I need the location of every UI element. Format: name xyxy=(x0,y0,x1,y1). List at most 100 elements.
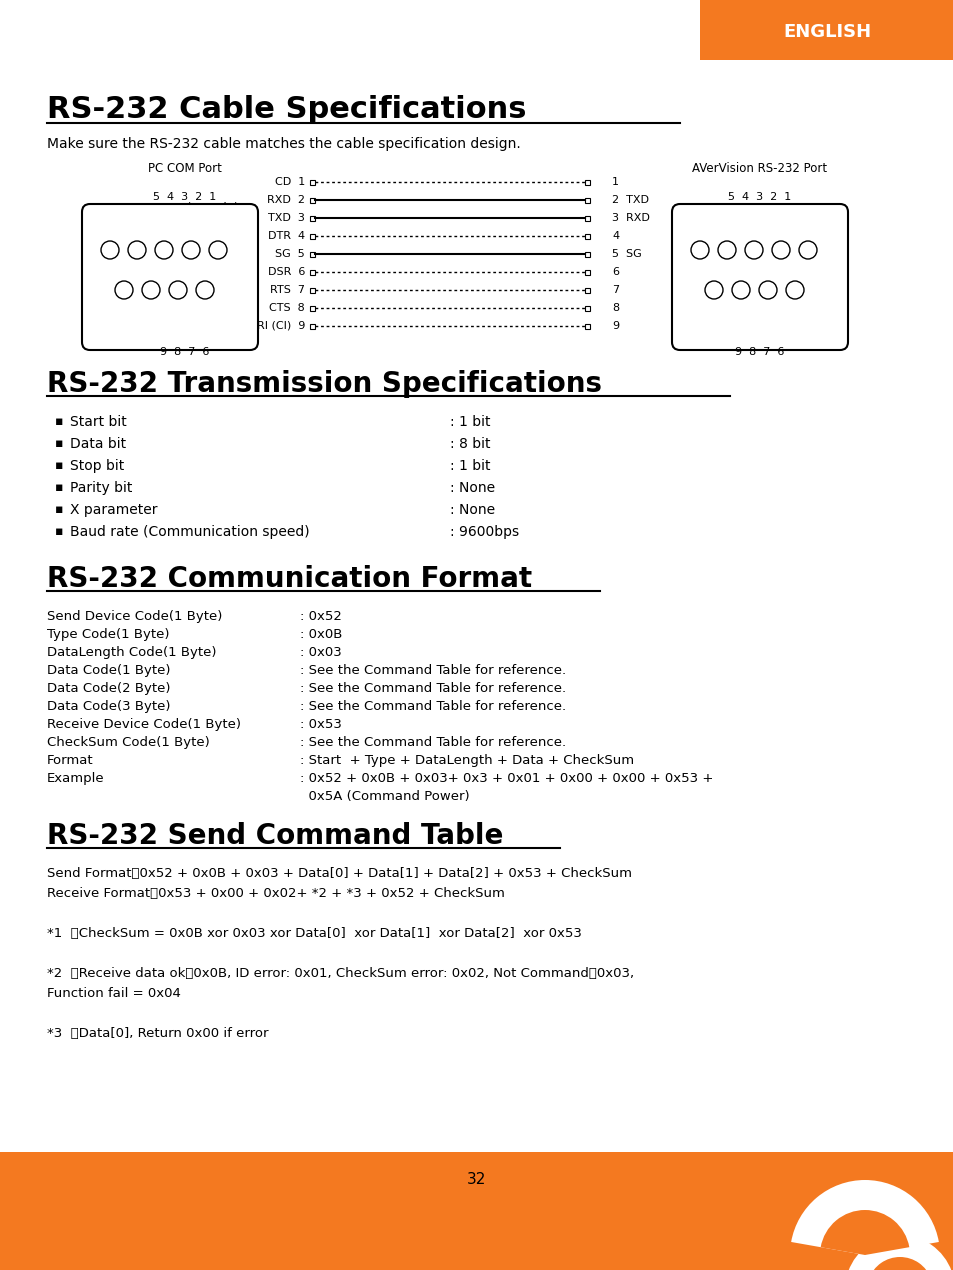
Text: SG  5: SG 5 xyxy=(275,249,305,259)
Text: RTS  7: RTS 7 xyxy=(270,284,305,295)
Text: : 0x03: : 0x03 xyxy=(299,646,341,659)
Text: : 0x0B: : 0x0B xyxy=(299,627,342,641)
Text: DTR  4: DTR 4 xyxy=(268,231,305,241)
Text: DataLength Code(1 Byte): DataLength Code(1 Byte) xyxy=(47,646,216,659)
Text: RS-232 Communication Format: RS-232 Communication Format xyxy=(47,565,532,593)
Text: Data Code(1 Byte): Data Code(1 Byte) xyxy=(47,664,171,677)
Bar xyxy=(584,287,589,292)
Text: ▪: ▪ xyxy=(55,415,64,428)
FancyBboxPatch shape xyxy=(82,204,257,351)
Text: : 1 bit: : 1 bit xyxy=(450,415,490,429)
Text: : See the Command Table for reference.: : See the Command Table for reference. xyxy=(299,664,565,677)
Text: 6: 6 xyxy=(612,267,618,277)
Bar xyxy=(584,306,589,310)
Bar xyxy=(0,1152,953,1270)
FancyBboxPatch shape xyxy=(671,204,847,351)
Text: : 1 bit: : 1 bit xyxy=(450,458,490,472)
Text: ▪: ▪ xyxy=(55,481,64,494)
Text: DSUB-9P (Female): DSUB-9P (Female) xyxy=(705,227,813,240)
Text: ▪: ▪ xyxy=(55,458,64,472)
Text: Send Device Code(1 Byte): Send Device Code(1 Byte) xyxy=(47,610,222,624)
Bar xyxy=(310,287,314,292)
Text: 9: 9 xyxy=(612,321,618,331)
Text: X parameter: X parameter xyxy=(70,503,157,517)
Text: CD  1: CD 1 xyxy=(274,177,305,187)
Text: : See the Command Table for reference.: : See the Command Table for reference. xyxy=(299,700,565,712)
Text: : 8 bit: : 8 bit xyxy=(450,437,490,451)
Text: Receive Format：0x53 + 0x00 + 0x02+ *2 + *3 + 0x52 + CheckSum: Receive Format：0x53 + 0x00 + 0x02+ *2 + … xyxy=(47,886,504,900)
Text: RS-232 Transmission Specifications: RS-232 Transmission Specifications xyxy=(47,370,601,398)
Bar xyxy=(310,251,314,257)
Text: : See the Command Table for reference.: : See the Command Table for reference. xyxy=(299,737,565,749)
Text: 32: 32 xyxy=(467,1172,486,1187)
Text: ▪: ▪ xyxy=(55,525,64,538)
Text: RS-232 Cable Specifications: RS-232 Cable Specifications xyxy=(47,95,526,124)
FancyBboxPatch shape xyxy=(700,0,953,60)
Text: : None: : None xyxy=(450,481,495,495)
Text: Type Code(1 Byte): Type Code(1 Byte) xyxy=(47,627,170,641)
Text: Data bit: Data bit xyxy=(70,437,126,451)
Bar xyxy=(584,251,589,257)
Text: : None: : None xyxy=(450,503,495,517)
Bar xyxy=(310,216,314,221)
Text: : 0x52 + 0x0B + 0x03+ 0x3 + 0x01 + 0x00 + 0x00 + 0x53 +: : 0x52 + 0x0B + 0x03+ 0x3 + 0x01 + 0x00 … xyxy=(299,772,713,785)
Text: Make sure the RS-232 cable matches the cable specification design.: Make sure the RS-232 cable matches the c… xyxy=(47,137,520,151)
Text: 3  RXD: 3 RXD xyxy=(612,213,649,224)
Bar xyxy=(310,269,314,274)
Text: PC COM Port: PC COM Port xyxy=(148,163,222,175)
Text: : 0x52: : 0x52 xyxy=(299,610,341,624)
Text: DSR  6: DSR 6 xyxy=(268,267,305,277)
Bar xyxy=(310,234,314,239)
Text: 5  SG: 5 SG xyxy=(612,249,641,259)
Text: : See the Command Table for reference.: : See the Command Table for reference. xyxy=(299,682,565,695)
Text: Parity bit: Parity bit xyxy=(70,481,132,495)
Text: : Start  + Type + DataLength + Data + CheckSum: : Start + Type + DataLength + Data + Che… xyxy=(299,754,634,767)
Text: 5  4  3  2  1: 5 4 3 2 1 xyxy=(727,192,791,202)
Text: *1  ：CheckSum = 0x0B xor 0x03 xor Data[0]  xor Data[1]  xor Data[2]  xor 0x53: *1 ：CheckSum = 0x0B xor 0x03 xor Data[0]… xyxy=(47,927,581,940)
Bar xyxy=(310,198,314,202)
Text: Baud rate (Communication speed): Baud rate (Communication speed) xyxy=(70,525,310,538)
Text: ENGLISH: ENGLISH xyxy=(782,23,870,41)
Text: CTS  8: CTS 8 xyxy=(269,304,305,312)
Text: TXD  3: TXD 3 xyxy=(268,213,305,224)
Bar xyxy=(310,306,314,310)
Text: : 0x53: : 0x53 xyxy=(299,718,341,732)
Bar xyxy=(584,324,589,329)
Text: ▪: ▪ xyxy=(55,503,64,516)
Text: *2  ：Receive data ok：0x0B, ID error: 0x01, CheckSum error: 0x02, Not Command：0x0: *2 ：Receive data ok：0x0B, ID error: 0x01… xyxy=(47,966,634,980)
Text: 7: 7 xyxy=(612,284,618,295)
Bar xyxy=(584,234,589,239)
Text: 0x5A (Command Power): 0x5A (Command Power) xyxy=(299,790,469,803)
Text: ▪: ▪ xyxy=(55,437,64,450)
Text: Function fail = 0x04: Function fail = 0x04 xyxy=(47,987,181,999)
Text: 8: 8 xyxy=(612,304,618,312)
Text: 2  TXD: 2 TXD xyxy=(612,196,648,204)
Bar xyxy=(584,216,589,221)
Text: RXD  2: RXD 2 xyxy=(267,196,305,204)
Text: 9  8  7  6: 9 8 7 6 xyxy=(735,347,784,357)
Text: Send Format：0x52 + 0x0B + 0x03 + Data[0] + Data[1] + Data[2] + 0x53 + CheckSum: Send Format：0x52 + 0x0B + 0x03 + Data[0]… xyxy=(47,867,631,880)
Text: DSUB-9P (Female): DSUB-9P (Female) xyxy=(132,202,238,215)
Wedge shape xyxy=(790,1180,938,1255)
Text: 4: 4 xyxy=(612,231,618,241)
Text: 9  8  7  6: 9 8 7 6 xyxy=(160,347,210,357)
Text: *3  ：Data[0], Return 0x00 if error: *3 ：Data[0], Return 0x00 if error xyxy=(47,1027,268,1040)
Bar xyxy=(584,179,589,184)
Text: RS-232 Send Command Table: RS-232 Send Command Table xyxy=(47,822,503,850)
Text: : 9600bps: : 9600bps xyxy=(450,525,518,538)
Text: 1: 1 xyxy=(612,177,618,187)
Bar xyxy=(584,269,589,274)
Text: Format: Format xyxy=(47,754,93,767)
Text: Stop bit: Stop bit xyxy=(70,458,124,472)
Text: Data Code(2 Byte): Data Code(2 Byte) xyxy=(47,682,171,695)
Text: CheckSum Code(1 Byte): CheckSum Code(1 Byte) xyxy=(47,737,210,749)
Text: Example: Example xyxy=(47,772,105,785)
Text: Receive Device Code(1 Byte): Receive Device Code(1 Byte) xyxy=(47,718,241,732)
Wedge shape xyxy=(847,1234,951,1270)
Text: Start bit: Start bit xyxy=(70,415,127,429)
Wedge shape xyxy=(820,1210,908,1255)
Wedge shape xyxy=(868,1257,930,1270)
Text: RI (CI)  9: RI (CI) 9 xyxy=(256,321,305,331)
Bar xyxy=(584,198,589,202)
Text: AVerVision RS-232 Port: AVerVision RS-232 Port xyxy=(692,163,826,175)
